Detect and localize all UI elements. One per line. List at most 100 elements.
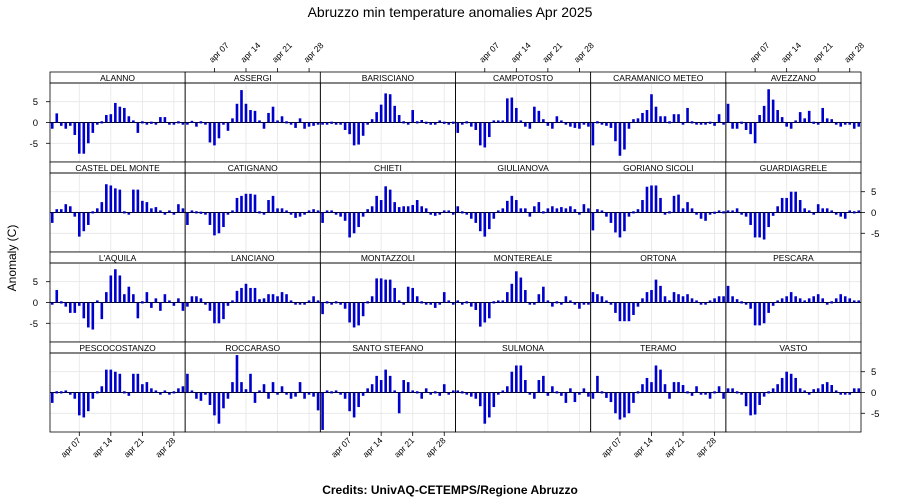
bar (388, 94, 392, 123)
bar (190, 296, 194, 303)
bar (420, 301, 424, 304)
bar (276, 120, 279, 123)
x-tick-label: apr 07 (599, 435, 623, 459)
bar (843, 392, 847, 395)
bar (478, 122, 482, 146)
panel-avezzano: AVEZZANO (725, 71, 862, 163)
bar (632, 211, 635, 214)
bar (370, 119, 374, 123)
bar (195, 296, 198, 303)
bar (749, 302, 752, 309)
bar (722, 122, 725, 125)
bar (618, 212, 622, 238)
bar (402, 380, 405, 393)
bar (474, 302, 478, 310)
bar (442, 384, 446, 393)
bar (623, 392, 626, 418)
bar (564, 392, 568, 403)
bar (663, 116, 667, 123)
bar (262, 212, 266, 215)
bar (677, 294, 680, 303)
bar (614, 302, 617, 313)
bar (424, 208, 428, 213)
bar (735, 391, 739, 394)
bar (497, 210, 500, 213)
x-tick-label: apr 28 (301, 40, 325, 64)
bar (555, 116, 559, 123)
bar (429, 302, 433, 305)
bar (424, 302, 428, 305)
bar (168, 210, 171, 213)
bar (627, 302, 631, 322)
bar (704, 122, 707, 125)
bar (159, 392, 162, 395)
bar (285, 121, 288, 124)
bar (393, 202, 396, 213)
bar (803, 300, 806, 303)
bar (722, 296, 725, 303)
bar (668, 300, 671, 303)
bar (438, 212, 442, 215)
bar (650, 185, 653, 213)
x-tick-label: apr 14 (779, 40, 803, 64)
bar (64, 390, 68, 393)
bar (388, 279, 392, 303)
bar (519, 277, 523, 303)
bar (726, 210, 730, 213)
bar (528, 302, 532, 305)
bar (50, 392, 54, 403)
bar (717, 114, 721, 123)
bar (361, 212, 365, 217)
panel-label: SULMONA (502, 343, 544, 353)
bar (600, 210, 604, 213)
bar (55, 391, 59, 394)
bar (659, 285, 662, 303)
bar (825, 208, 829, 213)
bar (524, 122, 527, 127)
panel-label: GORIANO SICOLI (623, 163, 693, 173)
bar (789, 122, 793, 129)
bar (821, 208, 825, 213)
bar (469, 122, 473, 127)
bar (438, 392, 442, 396)
bar (551, 386, 554, 393)
bar (226, 212, 230, 215)
bar (433, 122, 437, 125)
bar (159, 302, 162, 311)
bar (636, 391, 640, 394)
bar (68, 206, 72, 213)
bar (298, 212, 302, 217)
bar (123, 391, 126, 394)
bar (415, 296, 419, 303)
y-tick-label: 0 (33, 298, 38, 309)
bar (231, 300, 234, 303)
bar (474, 392, 478, 399)
bar (825, 302, 829, 305)
bar (501, 300, 505, 303)
bar (240, 195, 243, 213)
bar (492, 392, 496, 408)
bar (447, 300, 451, 303)
bar (330, 391, 333, 394)
bar (361, 302, 365, 317)
bar (816, 122, 820, 125)
panel-caramanico-meteo: CARAMANICO METEO (590, 71, 727, 163)
bar (199, 298, 203, 303)
bar (91, 392, 95, 399)
bar (456, 390, 460, 393)
bar (501, 120, 505, 123)
bar (771, 99, 775, 123)
bar (794, 377, 797, 393)
bar (627, 122, 631, 129)
bar (195, 122, 198, 127)
bar (758, 302, 761, 326)
bar (591, 212, 595, 231)
bar (334, 122, 338, 125)
bar (690, 298, 694, 303)
panel-label: SANTO STEFANO (352, 343, 424, 353)
bar (240, 90, 243, 123)
bar (451, 390, 455, 393)
bar (519, 120, 523, 123)
bar (325, 301, 329, 304)
bar (406, 286, 410, 303)
